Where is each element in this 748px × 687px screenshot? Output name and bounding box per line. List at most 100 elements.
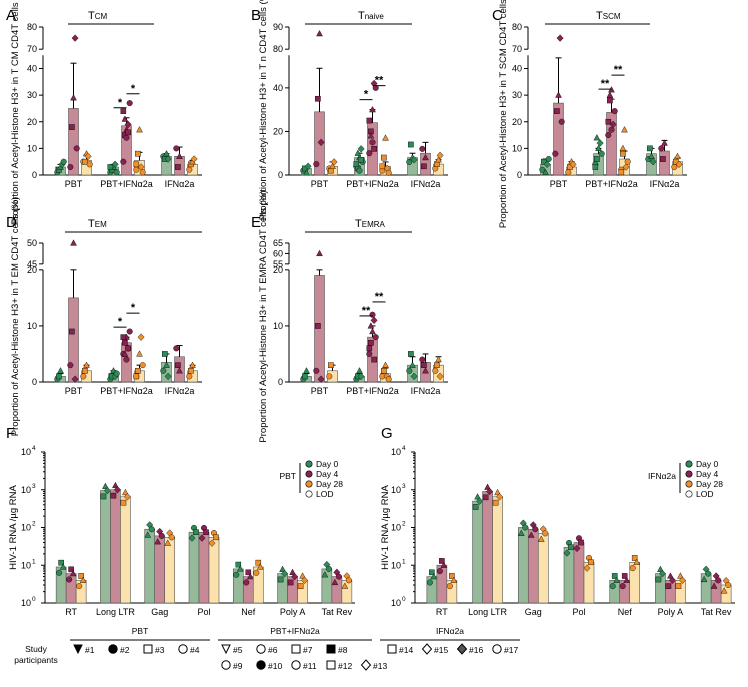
data-point bbox=[122, 488, 129, 496]
y-tick-label: 60 bbox=[273, 248, 283, 258]
data-point bbox=[619, 144, 627, 151]
y-tick-label: 30 bbox=[27, 90, 37, 100]
data-point bbox=[496, 493, 504, 501]
y-tick-label: 0 bbox=[32, 377, 37, 387]
data-point bbox=[246, 572, 254, 580]
x-tick-label: PBT+IFNα2a bbox=[100, 179, 152, 189]
sig-label: * bbox=[131, 302, 136, 314]
y-axis-label: Proportion of Acetyl-Histone H3+ in T CM… bbox=[10, 0, 21, 225]
data-point bbox=[408, 141, 414, 148]
x-tick-label: PBT+IFNα2a bbox=[346, 386, 398, 396]
y-tick-exponent: 3 bbox=[402, 483, 406, 490]
data-point bbox=[422, 367, 429, 374]
y-tick-exponent: 4 bbox=[32, 445, 36, 452]
participant-marker bbox=[291, 660, 301, 670]
panel-B: B Tnaive Proportion of Acetyl-Histone H3+ … bbox=[251, 0, 448, 220]
data-point bbox=[158, 532, 165, 539]
y-tick-label: 10 bbox=[21, 598, 31, 608]
data-point bbox=[125, 345, 131, 352]
data-point bbox=[450, 576, 458, 583]
data-point bbox=[83, 361, 90, 368]
bar bbox=[659, 150, 670, 176]
y-tick-label: 10 bbox=[512, 143, 522, 153]
bar bbox=[100, 490, 111, 604]
data-point bbox=[655, 576, 662, 583]
data-point bbox=[175, 362, 181, 368]
data-point bbox=[435, 156, 442, 163]
data-point bbox=[236, 565, 244, 572]
data-point bbox=[356, 367, 363, 374]
sig-label: * bbox=[118, 97, 123, 109]
data-point bbox=[173, 345, 180, 352]
data-point bbox=[59, 563, 67, 570]
data-point bbox=[120, 499, 127, 506]
data-point bbox=[301, 576, 309, 584]
bar bbox=[446, 579, 458, 604]
data-point bbox=[715, 577, 722, 584]
data-point bbox=[164, 372, 172, 381]
data-point bbox=[660, 156, 666, 162]
legend-entry: Day 4 bbox=[696, 469, 718, 479]
data-point bbox=[613, 576, 621, 583]
participant-marker bbox=[326, 644, 336, 654]
data-point bbox=[279, 565, 286, 572]
data-point bbox=[367, 322, 375, 329]
data-point bbox=[175, 164, 181, 170]
sig-label: * bbox=[131, 83, 136, 95]
y-tick-label: 0 bbox=[517, 170, 522, 180]
data-point bbox=[619, 583, 626, 590]
x-tick-label: Pol bbox=[197, 607, 210, 617]
data-point bbox=[213, 534, 219, 541]
data-point bbox=[139, 169, 146, 176]
data-point bbox=[446, 583, 453, 590]
y-axis-label: HIV-1 RNA /µg RNA bbox=[380, 485, 391, 570]
data-point bbox=[137, 333, 145, 341]
x-tick-label: IFNα2a bbox=[650, 179, 680, 189]
data-point bbox=[429, 569, 435, 576]
data-point bbox=[136, 350, 143, 357]
data-point bbox=[611, 573, 618, 579]
data-point bbox=[78, 573, 84, 579]
data-point bbox=[568, 544, 574, 551]
y-tick-label: 10 bbox=[391, 485, 401, 495]
participant-marker bbox=[421, 643, 433, 655]
legend-entry: LOD bbox=[316, 489, 333, 499]
bar bbox=[198, 531, 210, 604]
data-point bbox=[287, 579, 294, 586]
y-tick-exponent: 2 bbox=[32, 521, 36, 528]
legend-group-label: PBT bbox=[279, 471, 296, 481]
data-point bbox=[624, 158, 631, 165]
data-point bbox=[366, 117, 373, 124]
x-tick-label: Nef bbox=[618, 607, 633, 617]
bar bbox=[75, 579, 87, 604]
sig-label: * bbox=[118, 316, 123, 328]
y-axis-label: Proportion of Acetyl-Histone H3+ in T EM… bbox=[258, 190, 269, 442]
data-point bbox=[253, 569, 260, 576]
data-point bbox=[595, 144, 602, 151]
data-point bbox=[594, 156, 600, 162]
data-point bbox=[255, 559, 262, 566]
data-point bbox=[542, 168, 549, 175]
data-point bbox=[186, 373, 193, 380]
data-point bbox=[186, 166, 193, 173]
data-point bbox=[675, 583, 682, 589]
data-point bbox=[588, 559, 594, 566]
data-point bbox=[56, 569, 63, 576]
data-point bbox=[69, 124, 75, 130]
legend-marker bbox=[305, 480, 313, 488]
data-point bbox=[382, 361, 389, 368]
data-point bbox=[430, 572, 438, 580]
panel-letter: C bbox=[492, 7, 503, 24]
data-point bbox=[121, 350, 129, 357]
x-tick-label: IFNα2a bbox=[411, 179, 441, 189]
bar bbox=[164, 537, 176, 604]
participant-marker bbox=[221, 644, 231, 655]
data-point bbox=[163, 150, 170, 157]
data-point bbox=[618, 169, 625, 176]
data-point bbox=[623, 576, 631, 583]
participant-id: #12 bbox=[338, 661, 352, 671]
data-point bbox=[369, 311, 376, 318]
data-point bbox=[235, 561, 242, 568]
data-point bbox=[555, 91, 562, 98]
data-point bbox=[385, 376, 392, 383]
